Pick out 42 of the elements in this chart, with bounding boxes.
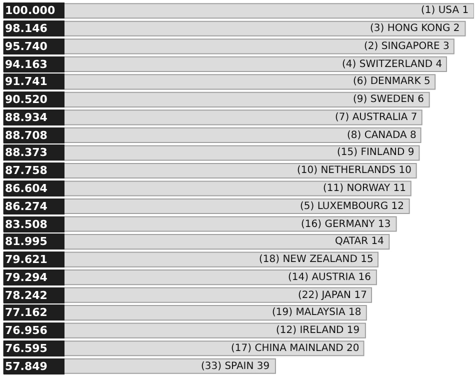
data-label: 88.934	[5, 111, 48, 124]
y-tick-label: (11) NORWAY 11	[323, 183, 406, 194]
data-label: 83.508	[5, 218, 48, 231]
y-tick-label: (18) NEW ZEALAND 15	[259, 254, 374, 265]
y-tick-label: (2) SINGAPORE 3	[364, 41, 450, 52]
y-tick-label: (14) AUSTRIA 16	[288, 272, 371, 283]
data-label: 86.604	[5, 182, 48, 195]
y-tick-label: (19) MALAYSIA 18	[272, 307, 362, 318]
data-label: 98.146	[5, 22, 48, 35]
data-label: 88.373	[5, 146, 48, 159]
data-label: 86.274	[5, 200, 48, 213]
y-tick-label: (9) SWEDEN 6	[353, 94, 424, 105]
y-tick-label: (6) DENMARK 5	[353, 76, 430, 87]
data-label: 91.741	[5, 75, 48, 88]
data-label: 79.621	[5, 253, 48, 266]
y-tick-label: (3) HONG KONG 2	[370, 23, 460, 34]
data-label: 95.740	[5, 40, 48, 53]
data-label: 81.995	[5, 235, 48, 248]
data-label: 77.162	[5, 306, 48, 319]
y-tick-label: (16) GERMANY 13	[301, 219, 391, 230]
y-tick-label: (15) FINLAND 9	[337, 147, 414, 158]
data-label: 57.849	[5, 360, 48, 373]
y-tick-label: QATAR 14	[335, 236, 384, 247]
data-label: 76.956	[5, 324, 48, 337]
y-tick-label: (8) CANADA 8	[347, 130, 416, 141]
y-tick-label: (7) AUSTRALIA 7	[335, 112, 418, 123]
data-label: 88.708	[5, 129, 48, 142]
y-tick-label: (10) NETHERLANDS 10	[297, 165, 412, 176]
y-tick-label: (5) LUXEMBOURG 12	[300, 201, 404, 212]
y-tick-label: (33) SPAIN 39	[201, 361, 270, 372]
data-label: 100.000	[5, 4, 56, 17]
data-label: 94.163	[5, 58, 48, 71]
y-tick-label: (1) USA 1	[421, 5, 469, 16]
data-label: 76.595	[5, 342, 48, 355]
y-tick-label: (4) SWITZERLAND 4	[342, 59, 442, 70]
y-tick-label: (17) CHINA MAINLAND 20	[231, 343, 360, 354]
data-label: 79.294	[5, 271, 48, 284]
y-tick-label: (22) JAPAN 17	[298, 290, 367, 301]
data-label: 78.242	[5, 289, 48, 302]
data-label: 87.758	[5, 164, 48, 177]
y-tick-label: (12) IRELAND 19	[276, 325, 360, 336]
data-label: 90.520	[5, 93, 48, 106]
